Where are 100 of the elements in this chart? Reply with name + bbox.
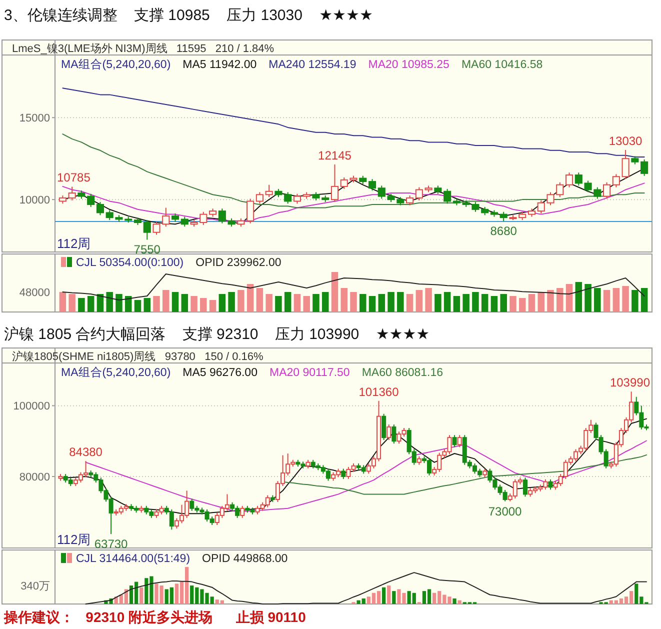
y-tick-label: 15000 — [19, 112, 50, 125]
bar — [256, 288, 264, 312]
text: MA5 11942.00 — [182, 59, 257, 71]
bar — [397, 292, 404, 312]
candlestick — [368, 178, 376, 192]
annotation: 12145 — [318, 148, 352, 162]
series-label: OPID 449868.00 — [202, 553, 288, 565]
candlestick — [640, 158, 648, 176]
bar — [303, 296, 310, 312]
bar — [140, 587, 144, 604]
bar — [284, 292, 292, 312]
bar — [378, 294, 386, 312]
candlestick — [386, 424, 392, 441]
legend-title: MA组合(5,240,20,60) — [61, 58, 171, 71]
bar — [59, 292, 66, 312]
text: MA240 12554.19 — [268, 59, 356, 71]
bar — [566, 284, 573, 312]
candlestick — [406, 194, 414, 206]
bar — [96, 294, 104, 312]
chart-subtitle: 沪镍1805(SHME ni1805)周线 93780 150 / 0.16% — [12, 350, 264, 363]
bar — [266, 294, 272, 312]
bar — [200, 298, 207, 312]
bar — [425, 288, 432, 312]
bar — [172, 292, 179, 312]
candlestick — [603, 182, 611, 200]
bar — [640, 288, 648, 312]
bar — [368, 296, 376, 312]
bar — [547, 290, 554, 312]
y-tick-label: 80000 — [19, 472, 50, 484]
candlestick — [444, 188, 452, 204]
bar — [612, 288, 620, 312]
candlestick — [293, 193, 301, 204]
annotation: 10785 — [57, 170, 91, 185]
bar — [500, 294, 507, 312]
candlestick — [382, 413, 386, 441]
bar — [387, 586, 391, 604]
bar — [452, 598, 456, 604]
candlestick — [240, 505, 245, 518]
candlestick — [452, 434, 457, 448]
bar — [575, 282, 582, 312]
annotation: 7550 — [134, 242, 161, 257]
bar — [78, 298, 85, 312]
chart-title: 3、伦镍连续调整 支撑 10985 压力 13030 ★★★★ — [4, 7, 373, 24]
candlestick — [500, 211, 508, 222]
candlestick — [284, 192, 292, 204]
bar — [294, 294, 301, 312]
bar — [124, 296, 132, 312]
chart-title: 沪镍 1805 合约大幅回落 支撑 92310 压力 103990 ★★★★ — [4, 326, 430, 343]
bar — [350, 292, 357, 312]
bar — [472, 292, 479, 312]
candlestick — [392, 424, 396, 444]
candlestick — [87, 193, 95, 208]
candlestick — [180, 216, 188, 228]
candlestick — [246, 198, 254, 224]
bar — [153, 296, 160, 312]
bar — [322, 292, 329, 312]
candlestick — [622, 149, 630, 180]
text: MA20 10985.25 — [368, 59, 450, 71]
bar — [453, 296, 460, 312]
annotation: 13030 — [608, 134, 643, 148]
bar — [528, 294, 536, 312]
text: MA60 86081.16 — [362, 367, 444, 379]
bar — [209, 300, 216, 312]
series-label: OPID 239962.00 — [196, 257, 282, 269]
bar — [622, 286, 629, 312]
bar — [87, 296, 94, 312]
annotation: 112周 — [57, 532, 91, 547]
candlestick — [330, 164, 339, 203]
y-tick-label: 100000 — [13, 400, 50, 413]
bar — [490, 296, 498, 312]
annotation: 101360 — [358, 384, 400, 399]
annotation: 63730 — [94, 537, 128, 552]
bar — [462, 294, 470, 312]
candlestick — [341, 468, 346, 480]
bar — [538, 292, 544, 312]
bar — [190, 296, 198, 312]
candlestick — [218, 208, 226, 224]
bar — [416, 290, 423, 312]
candlestick — [522, 477, 528, 498]
candlestick — [457, 434, 462, 448]
annotation: 73000 — [488, 504, 522, 518]
bar — [228, 292, 235, 312]
bar — [632, 290, 638, 312]
bar — [238, 290, 244, 312]
bar — [518, 298, 526, 312]
bar — [406, 294, 414, 312]
annotation: 8680 — [490, 224, 518, 238]
bar — [360, 294, 366, 312]
bar — [434, 294, 442, 312]
bar — [444, 292, 451, 312]
candlestick — [256, 192, 264, 204]
bar — [392, 591, 396, 604]
bar — [458, 600, 462, 604]
annotation: 103990 — [610, 376, 650, 390]
text: 操作建议： 92310 附近多头进场 止损 90110 — [3, 609, 306, 625]
candlestick — [265, 184, 273, 198]
candlestick — [96, 202, 104, 216]
bar — [331, 272, 338, 312]
chart-subtitle: LmeS_镍3(LME场外 NI3M)周线 11595 210 / 1.84% — [12, 42, 274, 55]
bar — [275, 296, 282, 312]
